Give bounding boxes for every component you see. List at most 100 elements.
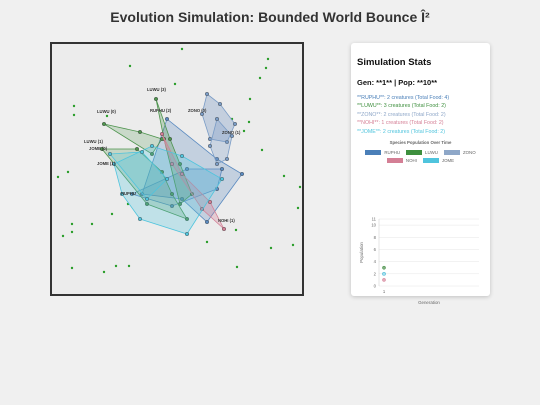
creature-label: LUWU (1) bbox=[84, 139, 103, 144]
food-pellet bbox=[70, 230, 74, 234]
food-pellet bbox=[296, 206, 300, 210]
creature-node bbox=[217, 102, 222, 107]
creature-node bbox=[100, 146, 105, 151]
page-title: Evolution Simulation: Bounded World Boun… bbox=[110, 9, 430, 25]
food-pellet bbox=[70, 266, 74, 270]
food-pellet bbox=[242, 129, 246, 133]
food-pellet bbox=[234, 228, 238, 232]
legend-label: NOHI bbox=[405, 158, 417, 164]
food-pellet bbox=[180, 47, 184, 51]
species-line: **NOHI**: 1 creatures (Total Food: 2) bbox=[357, 120, 444, 127]
chart-point-luwu bbox=[382, 265, 386, 270]
species-line: **JOME**: 2 creatures (Total Food: 2) bbox=[357, 128, 446, 135]
y-tick-label: 2 bbox=[374, 271, 377, 276]
creature-node bbox=[119, 191, 124, 196]
food-pellet bbox=[61, 234, 65, 238]
species-list: **RUPHU**: 2 creatures (Total Food: 4) **… bbox=[357, 94, 484, 136]
creature-node bbox=[207, 199, 212, 204]
creature-node bbox=[144, 201, 149, 206]
creature-node bbox=[179, 171, 184, 176]
food-pellet bbox=[282, 174, 286, 178]
creature-node bbox=[184, 216, 189, 221]
legend-item[interactable]: LUWU bbox=[406, 150, 438, 156]
creature-node bbox=[169, 191, 174, 196]
creature-node bbox=[164, 116, 169, 121]
creature-node bbox=[137, 129, 142, 134]
creature-node bbox=[112, 161, 117, 166]
stats-panel: Simulation Stats Gen: **1** | Pop: **10*… bbox=[351, 43, 490, 305]
legend-swatch bbox=[443, 150, 460, 156]
food-pellet bbox=[269, 246, 273, 250]
creature-node bbox=[239, 171, 244, 176]
food-pellet bbox=[291, 243, 295, 247]
food-pellet bbox=[260, 148, 264, 152]
legend-label: RUPHU bbox=[384, 150, 400, 156]
creature-node bbox=[153, 97, 158, 102]
food-pellet bbox=[127, 264, 131, 268]
stats-heading: Simulation Stats bbox=[357, 57, 432, 68]
chart-point-nohi bbox=[382, 278, 386, 282]
legend-swatch bbox=[386, 158, 403, 164]
food-pellet bbox=[72, 113, 76, 117]
creature-node bbox=[169, 203, 174, 208]
x-axis-label: Generation bbox=[418, 300, 440, 305]
creature-label: ZONO (1) bbox=[222, 130, 241, 135]
y-tick-label: 10 bbox=[371, 223, 376, 228]
food-pellet bbox=[248, 97, 252, 101]
chart-legend: RUPHU LUWU ZONO NOHI JOME bbox=[357, 150, 484, 164]
creature-label: RUPHU (2) bbox=[150, 108, 172, 113]
simulation-world[interactable]: LUWU (3) LUWU (0) RUPHU (2) ZONO (0) ZONO (1… bbox=[50, 42, 304, 296]
creature-node bbox=[232, 121, 237, 126]
food-pellet bbox=[205, 240, 209, 244]
food-pellet bbox=[70, 222, 74, 226]
y-axis-label: Population bbox=[359, 242, 364, 263]
creature-node bbox=[139, 149, 144, 154]
legend-label: LUWU bbox=[425, 150, 438, 156]
creature-node bbox=[179, 196, 184, 201]
creature-label: JOME (0) bbox=[89, 146, 108, 151]
food-pellet bbox=[102, 270, 106, 274]
food-pellet bbox=[72, 104, 76, 108]
creature-label: NOHI (1) bbox=[218, 218, 235, 223]
y-tick-label: 8 bbox=[374, 235, 377, 240]
creature-node bbox=[184, 166, 189, 171]
y-tick-label: 11 bbox=[372, 217, 377, 222]
food-pellet bbox=[298, 185, 302, 189]
creature-node bbox=[159, 131, 164, 136]
legend-item[interactable]: NOHI bbox=[386, 158, 417, 164]
creature-node bbox=[169, 161, 174, 166]
world-canvas[interactable]: LUWU (3) LUWU (0) RUPHU (2) ZONO (0) ZONO (1… bbox=[52, 44, 302, 294]
creature-body bbox=[209, 118, 233, 165]
creature-label: ZONO (0) bbox=[188, 108, 207, 113]
creature-node bbox=[164, 176, 169, 181]
creature-node bbox=[199, 111, 204, 116]
creature-node bbox=[177, 161, 182, 166]
creature-body bbox=[113, 145, 223, 235]
legend-item[interactable]: ZONO bbox=[443, 150, 476, 156]
creature-node bbox=[108, 151, 113, 156]
food-pellet bbox=[128, 64, 132, 68]
legend-label: JOME bbox=[441, 158, 455, 164]
creature-node bbox=[167, 136, 172, 141]
legend-swatch bbox=[422, 158, 439, 164]
legend-swatch bbox=[365, 150, 382, 156]
species-line: **RUPHU**: 2 creatures (Total Food: 4) bbox=[357, 95, 450, 101]
food-pellet bbox=[105, 114, 109, 118]
creature-node bbox=[229, 133, 234, 138]
creature-node bbox=[137, 216, 142, 221]
creature-node bbox=[224, 139, 229, 144]
creature-node bbox=[179, 153, 184, 158]
creature-node bbox=[219, 176, 224, 181]
creature-node bbox=[149, 151, 154, 156]
creature-node bbox=[204, 219, 209, 224]
food-pellet bbox=[110, 212, 114, 216]
x-tick-label: 1 bbox=[383, 289, 386, 294]
legend-swatch bbox=[406, 150, 422, 156]
creature-label: LUWU (0) bbox=[97, 109, 116, 114]
food-pellet bbox=[258, 76, 262, 80]
legend-item[interactable]: RUPHU bbox=[365, 150, 400, 156]
creature-label: LUWU (3) bbox=[147, 87, 166, 92]
chart-title: Species Population Over Time bbox=[389, 140, 452, 146]
legend-item[interactable]: JOME bbox=[422, 158, 455, 164]
